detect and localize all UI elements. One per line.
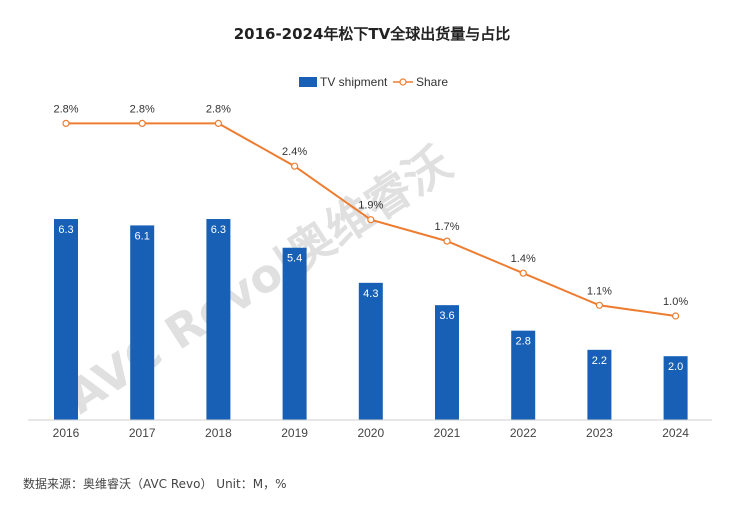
share-label-2017: 2.8% (130, 103, 155, 115)
x-tick-2016: 2016 (53, 426, 80, 440)
legend-label-share: Share (416, 75, 448, 89)
bar-label-2023: 2.2 (592, 355, 607, 367)
share-point-2023 (595, 301, 604, 309)
bar-2023 (587, 349, 612, 420)
share-point-2022 (519, 269, 527, 277)
x-tick-2018: 2018 (205, 426, 232, 440)
legend-marker-share (399, 78, 407, 86)
x-tick-2024: 2024 (662, 426, 689, 440)
bar-2022 (511, 330, 536, 420)
bar-label-2022: 2.8 (516, 336, 531, 348)
bar-2016 (54, 219, 78, 420)
source-note: 数据来源：奥维睿沃（AVC Revo） Unit：M，% (23, 476, 286, 491)
legend: TV shipment Share (299, 75, 448, 89)
legend-swatch-shipment (299, 77, 317, 87)
bar-series: 6.3 6.1 6.3 5.4 4.3 3.6 2.8 2.2 2.0 (54, 219, 688, 420)
bar-2020 (358, 282, 383, 420)
share-label-2021: 1.7% (434, 221, 459, 233)
bar-label-2019: 5.4 (287, 253, 302, 265)
x-axis-ticks: 2016 2017 2018 2019 2020 2021 2022 2023 2024 (53, 426, 690, 440)
share-label-2022: 1.4% (511, 253, 536, 265)
x-tick-2019: 2019 (281, 426, 308, 440)
bar-2017 (130, 225, 155, 420)
legend-label-shipment: TV shipment (320, 75, 388, 89)
share-label-2016: 2.8% (53, 103, 78, 115)
share-point-2017 (138, 119, 146, 128)
chart-title: 2016-2024年松下TV全球出货量与占比 (234, 25, 511, 43)
x-tick-2022: 2022 (510, 426, 537, 440)
share-series: 2.8% 2.8% 2.8% 2.4% 1.9% 1.7% 1.4% 1.1% 1.0% (53, 103, 688, 320)
watermark: AVC Revo|奥维睿沃 (57, 136, 462, 426)
bar-label-2021: 3.6 (439, 310, 454, 322)
share-label-2020: 1.9% (358, 200, 383, 212)
share-label-2019: 2.4% (282, 146, 307, 158)
bar-label-2018: 6.3 (211, 224, 226, 236)
share-point-2016 (62, 119, 70, 128)
x-tick-2020: 2020 (357, 426, 384, 440)
share-point-2021 (443, 237, 451, 245)
bar-label-2020: 4.3 (363, 288, 378, 300)
share-point-2018 (214, 119, 222, 128)
x-tick-2017: 2017 (129, 426, 156, 440)
share-label-2023: 1.1% (587, 285, 612, 297)
x-tick-2021: 2021 (434, 426, 461, 440)
bar-2021 (435, 305, 459, 420)
share-label-2018: 2.8% (206, 103, 231, 115)
share-point-2024 (671, 312, 680, 320)
bar-label-2024: 2.0 (668, 361, 683, 373)
share-point-2020 (367, 216, 375, 224)
bar-label-2017: 6.1 (135, 230, 150, 242)
bar-label-2016: 6.3 (58, 224, 73, 236)
x-tick-2023: 2023 (586, 426, 613, 440)
share-point-2019 (291, 162, 299, 170)
share-label-2024: 1.0% (663, 296, 688, 308)
bar-2019 (282, 247, 307, 420)
bar-2018 (206, 219, 231, 420)
bar-2024 (663, 356, 688, 420)
